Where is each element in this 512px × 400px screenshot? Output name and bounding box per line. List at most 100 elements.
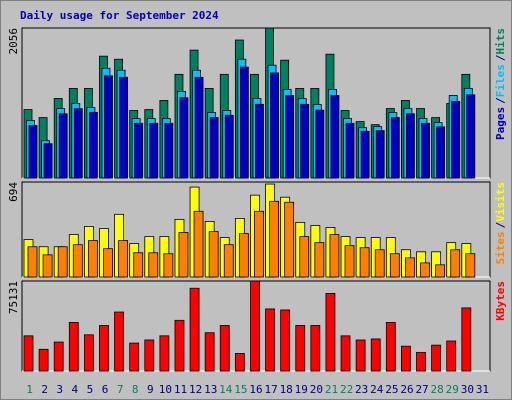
- bar: [421, 122, 430, 179]
- bar: [340, 335, 351, 372]
- x-tick-label: 5: [87, 383, 94, 396]
- bar: [370, 338, 381, 372]
- legend-separator: /: [494, 97, 507, 104]
- x-tick-label: 4: [72, 383, 79, 396]
- x-tick-label: 19: [295, 383, 308, 396]
- bar: [360, 130, 370, 179]
- bar: [314, 242, 325, 278]
- x-tick-label: 28: [431, 383, 444, 396]
- x-tick-label: 6: [102, 383, 109, 396]
- x-tick-label: 26: [400, 383, 413, 396]
- bar: [58, 113, 68, 179]
- chart-title: Daily usage for September 2024: [20, 9, 219, 22]
- x-tick-label: 15: [234, 383, 247, 396]
- bar: [23, 335, 34, 372]
- bar: [330, 95, 340, 179]
- legend-entry: Hits: [494, 28, 507, 55]
- bar: [431, 344, 442, 372]
- x-tick-label: 27: [415, 383, 428, 396]
- bar: [87, 240, 98, 278]
- bar: [118, 240, 128, 278]
- x-tick-label: 25: [385, 383, 398, 396]
- bar: [375, 130, 385, 179]
- bar: [209, 117, 219, 179]
- bar: [355, 339, 366, 372]
- bar: [219, 325, 230, 372]
- bar: [436, 126, 446, 179]
- bar: [416, 351, 426, 372]
- bar: [405, 257, 415, 278]
- bar: [43, 143, 53, 179]
- bar: [238, 233, 249, 278]
- bar: [401, 345, 411, 372]
- x-tick-label: 24: [370, 383, 384, 396]
- legend-entry: Pages: [494, 107, 507, 140]
- bar: [57, 246, 68, 278]
- bar: [325, 293, 336, 372]
- y-tick-label: 75131: [7, 281, 20, 314]
- x-tick-label: 21: [325, 383, 338, 396]
- bar: [193, 210, 204, 278]
- bar: [103, 248, 113, 278]
- bar: [446, 340, 457, 372]
- bar: [284, 201, 295, 278]
- bar: [72, 244, 83, 278]
- bar: [285, 95, 295, 179]
- bar: [265, 308, 275, 372]
- x-tick-label: 7: [117, 383, 124, 396]
- x-tick-label: 13: [204, 383, 217, 396]
- bar: [178, 232, 189, 278]
- bar: [88, 111, 98, 179]
- bar: [299, 236, 310, 278]
- bar: [104, 75, 113, 179]
- bar: [295, 325, 306, 372]
- bar: [223, 244, 234, 278]
- x-tick-label: 3: [56, 383, 63, 396]
- bar: [149, 122, 159, 179]
- bar: [28, 125, 38, 179]
- bar: [390, 117, 400, 179]
- bar: [385, 321, 396, 372]
- bar: [461, 307, 472, 372]
- x-tick-label: 31: [476, 383, 489, 396]
- bar: [389, 253, 400, 278]
- bar: [359, 247, 370, 278]
- bar: [450, 249, 461, 278]
- legend-separator: /: [494, 221, 507, 228]
- bar: [329, 234, 340, 278]
- x-tick-label: 18: [280, 383, 293, 396]
- bar: [68, 321, 79, 372]
- y-tick-label: 694: [7, 182, 20, 202]
- bar: [250, 280, 260, 372]
- bar: [164, 122, 174, 179]
- bar: [374, 249, 385, 278]
- bar: [239, 66, 249, 179]
- bar: [300, 103, 310, 179]
- bar: [99, 325, 109, 372]
- bar: [204, 332, 215, 372]
- x-tick-label: 11: [174, 383, 187, 396]
- bar: [133, 252, 144, 278]
- bar: [114, 311, 124, 372]
- bar: [194, 76, 204, 179]
- bar: [406, 113, 415, 179]
- bar: [224, 114, 234, 179]
- bar: [420, 262, 430, 278]
- legend: Pages/Files/Hits: [494, 28, 507, 140]
- x-tick-label: 20: [310, 383, 323, 396]
- x-tick-label: 17: [264, 383, 277, 396]
- bar: [134, 122, 144, 179]
- bar: [344, 245, 355, 278]
- legend-entry: KBytes: [494, 281, 507, 321]
- bar: [270, 72, 279, 179]
- bar: [435, 264, 446, 278]
- legend-separator: /: [494, 54, 507, 61]
- bar: [315, 109, 325, 179]
- bar: [159, 335, 170, 372]
- bar: [119, 76, 128, 179]
- bar: [451, 100, 461, 179]
- legend-entry: Files: [494, 64, 507, 97]
- x-tick-label: 29: [446, 383, 459, 396]
- bar: [38, 348, 49, 372]
